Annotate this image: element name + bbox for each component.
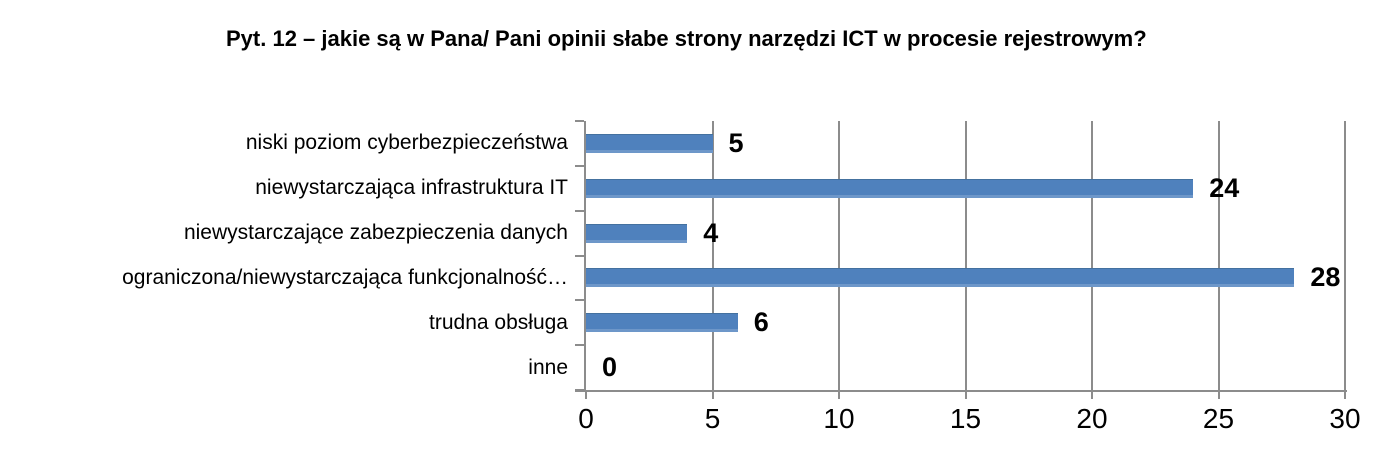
x-tick-label: 25 xyxy=(1202,403,1235,434)
category-label: niewystarczająca infrastruktura IT xyxy=(255,176,568,200)
x-axis-tick xyxy=(1344,390,1346,399)
y-axis-tick xyxy=(575,254,584,257)
category-label: ograniczona/niewystarczająca funkcjonaln… xyxy=(122,265,568,289)
x-tick-label: 15 xyxy=(949,403,982,434)
bar xyxy=(586,268,1295,288)
category-label: niski poziom cyberbezpieczeństwa xyxy=(245,131,568,155)
x-axis-line xyxy=(575,390,1347,392)
gridline xyxy=(1091,121,1093,390)
value-label: 4 xyxy=(703,217,719,248)
bar xyxy=(586,223,688,243)
y-axis-tick xyxy=(575,344,584,347)
x-axis-tick xyxy=(585,390,587,399)
bar xyxy=(586,313,738,333)
y-axis-tick xyxy=(575,209,584,212)
x-tick-label: 30 xyxy=(1329,403,1361,434)
category-label: niewystarczające zabezpieczenia danych xyxy=(183,221,568,245)
x-axis-tick xyxy=(964,390,967,399)
gridline xyxy=(838,121,840,390)
value-label: 5 xyxy=(728,127,744,158)
category-label: trudna obsługa xyxy=(429,310,568,334)
x-axis-tick xyxy=(1091,390,1093,399)
y-axis-line xyxy=(584,121,586,392)
x-tick-label: 5 xyxy=(704,403,721,434)
value-label: 28 xyxy=(1310,262,1341,293)
bar xyxy=(586,178,1194,198)
gridline xyxy=(711,121,714,390)
bar xyxy=(586,133,713,153)
value-label: 24 xyxy=(1209,172,1240,203)
x-axis-tick xyxy=(1217,390,1220,399)
category-label: inne xyxy=(528,355,568,379)
x-axis-tick xyxy=(711,390,714,399)
x-tick-label: 20 xyxy=(1076,403,1108,434)
y-axis-tick xyxy=(575,299,584,302)
value-label: 6 xyxy=(753,307,769,338)
gridline xyxy=(964,121,967,390)
value-label: 0 xyxy=(602,352,618,383)
y-axis-tick xyxy=(575,164,584,167)
x-axis-tick xyxy=(838,390,840,399)
chart-title: Pyt. 12 – jakie są w Pana/ Pani opinii s… xyxy=(226,26,1147,51)
x-tick-label: 0 xyxy=(578,403,594,434)
x-tick-label: 10 xyxy=(823,403,855,434)
y-axis-tick xyxy=(575,120,584,122)
gridline xyxy=(1217,121,1220,390)
gridline xyxy=(1344,121,1346,390)
